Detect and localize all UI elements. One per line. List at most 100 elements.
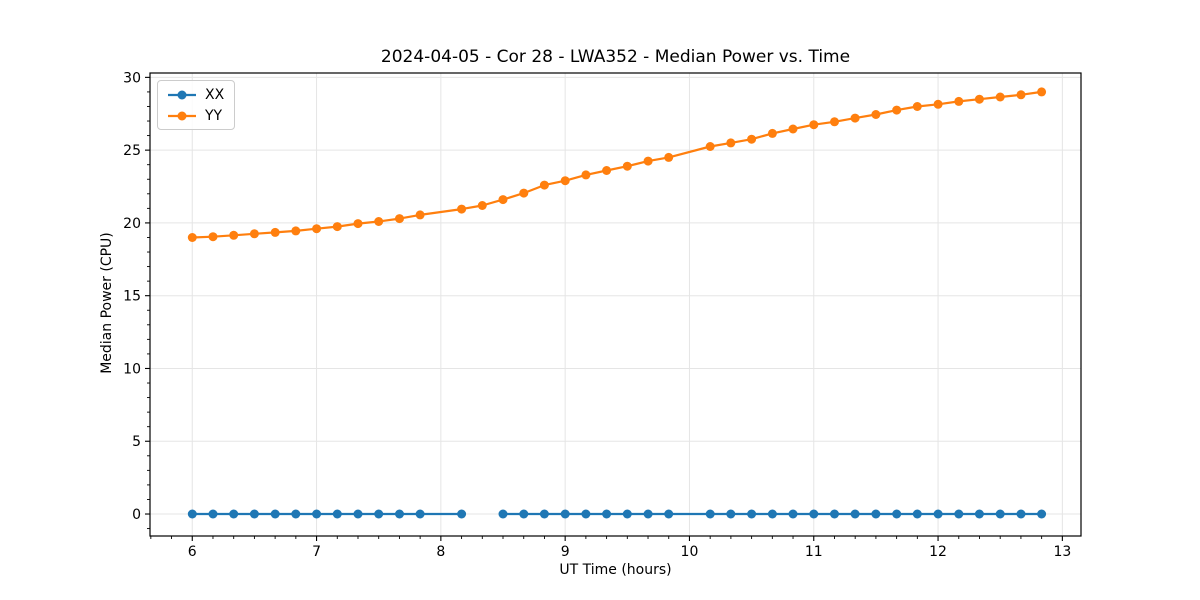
data-point-XX (1037, 509, 1047, 519)
data-point-YY (208, 232, 218, 242)
data-point-YY (622, 161, 632, 171)
data-point-YY (498, 195, 508, 205)
series-line-YY (191, 90, 1043, 239)
data-point-XX (705, 509, 715, 519)
data-point-YY (726, 138, 736, 148)
data-point-XX (1016, 509, 1026, 519)
data-point-YY (457, 204, 467, 214)
x-tick-label: 8 (436, 544, 445, 560)
data-point-YY (788, 124, 798, 134)
legend-line-marker-icon (168, 90, 196, 99)
data-point-YY (767, 128, 777, 138)
data-point-XX (187, 509, 197, 519)
data-point-YY (415, 210, 425, 220)
data-point-YY (747, 134, 757, 144)
data-point-XX (995, 509, 1005, 519)
y-tick-label: 30 (123, 70, 141, 86)
x-tick-label: 6 (188, 544, 197, 560)
data-point-XX (332, 509, 342, 519)
y-tick-label: 10 (123, 361, 141, 377)
data-point-XX (498, 509, 508, 519)
data-point-XX (871, 509, 881, 519)
y-tick-label: 0 (132, 507, 141, 523)
data-point-XX (374, 509, 384, 519)
data-point-YY (374, 217, 384, 226)
y-axis-label: Median Power (CPU) (99, 232, 115, 374)
plot-border (149, 72, 1082, 537)
data-point-XX (809, 509, 819, 519)
data-point-XX (312, 509, 322, 519)
data-point-XX (622, 509, 632, 519)
data-point-YY (519, 188, 529, 198)
data-point-YY (249, 229, 259, 239)
data-point-YY (291, 226, 301, 236)
data-point-YY (270, 227, 280, 237)
data-point-YY (871, 110, 881, 119)
data-point-XX (747, 509, 757, 519)
data-point-XX (519, 509, 529, 519)
data-point-YY (995, 92, 1005, 102)
data-point-XX (229, 509, 239, 519)
data-point-XX (560, 509, 570, 519)
data-point-XX (892, 509, 902, 519)
data-point-YY (705, 142, 715, 151)
data-point-YY (312, 224, 322, 234)
data-point-XX (395, 509, 404, 519)
data-point-XX (912, 509, 922, 519)
data-point-XX (353, 509, 363, 519)
data-point-XX (830, 509, 839, 519)
data-point-YY (187, 233, 197, 242)
x-tick-label: 9 (561, 544, 570, 560)
y-tick-label: 5 (132, 434, 141, 450)
x-tick-label: 11 (805, 544, 823, 560)
data-point-YY (1037, 87, 1047, 97)
legend-line-marker-icon (168, 111, 196, 120)
data-point-YY (602, 166, 612, 175)
data-point-YY (229, 230, 239, 240)
x-tick-label: 10 (681, 544, 699, 560)
y-tick-label: 25 (123, 143, 141, 159)
data-point-XX (767, 509, 777, 519)
data-point-XX (664, 509, 674, 519)
data-point-YY (933, 99, 943, 109)
data-point-YY (332, 222, 342, 232)
data-point-XX (208, 509, 218, 519)
data-point-YY (477, 201, 487, 210)
x-tick-label: 12 (929, 544, 947, 560)
data-point-YY (892, 105, 902, 115)
legend-item-YY: YY (166, 107, 224, 124)
data-point-XX (457, 509, 467, 519)
data-point-XX (726, 509, 736, 519)
data-point-XX (602, 509, 612, 519)
data-point-XX (539, 509, 549, 519)
data-point-XX (850, 509, 860, 519)
chart-title: 2024-04-05 - Cor 28 - LWA352 - Median Po… (380, 47, 851, 67)
data-point-YY (395, 214, 404, 224)
y-tick-label: 15 (123, 289, 141, 305)
data-point-XX (415, 509, 425, 519)
y-tick-label: 20 (123, 216, 141, 232)
data-point-YY (353, 219, 363, 229)
data-point-YY (850, 113, 860, 123)
data-point-YY (830, 117, 839, 127)
data-point-YY (809, 120, 819, 130)
data-point-XX (643, 509, 653, 519)
data-point-XX (954, 509, 964, 519)
data-point-XX (581, 509, 591, 519)
data-point-XX (249, 509, 259, 519)
legend-item-XX: XX (166, 86, 224, 103)
legend-label-XX: XX (205, 86, 225, 103)
data-point-YY (581, 170, 591, 180)
data-point-YY (643, 156, 653, 166)
data-point-YY (664, 152, 674, 162)
x-tick-label: 13 (1053, 544, 1071, 560)
legend: XX YY (157, 80, 236, 130)
data-point-XX (788, 509, 798, 519)
data-point-YY (539, 180, 549, 190)
x-tick-label: 7 (312, 544, 321, 560)
legend-label-YY: YY (205, 107, 223, 124)
data-point-YY (560, 176, 570, 186)
data-point-YY (1016, 90, 1026, 100)
